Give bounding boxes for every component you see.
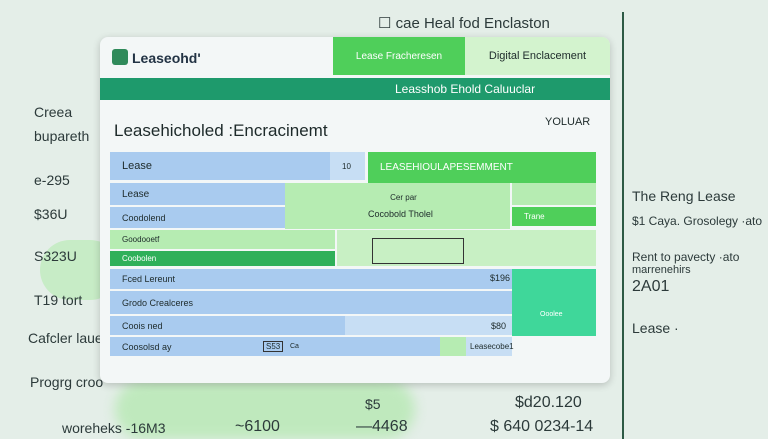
cell-text: Coobolen	[122, 254, 157, 263]
cell-text: Ca	[290, 343, 299, 350]
top-title: ☐ cae Heal fod Enclaston	[378, 15, 550, 32]
item: Creea	[34, 104, 73, 120]
cell: Coodolend	[110, 207, 285, 228]
cell-text: Cocobold Tholel	[368, 209, 433, 219]
blob	[115, 380, 415, 439]
cell: $80	[345, 316, 512, 335]
cell	[512, 183, 596, 205]
cell: LEASEHIOULAPESEMMENT	[368, 152, 596, 183]
item: woreheks -16M3	[62, 420, 166, 436]
cell-text: $80	[490, 320, 506, 331]
heading-right: YOLUAR	[545, 116, 591, 128]
item: $d20.120	[515, 394, 582, 411]
item: $1 Caya. Grosolegy ·ato	[632, 214, 763, 228]
cell-text: S53	[263, 341, 284, 352]
item: S323U	[34, 248, 77, 264]
item: ~6100	[235, 418, 280, 435]
banner-text: Leasshob Ehold Caluuclar	[395, 82, 536, 96]
item: $ 640 0234-14	[490, 418, 594, 435]
cell: Goodooetf	[110, 230, 335, 249]
item: Rent to pavecty ·ato	[632, 250, 740, 264]
slider	[372, 238, 464, 264]
cell-text: $196	[490, 273, 511, 283]
logo-icon	[112, 49, 128, 65]
cell-text: Lease	[122, 188, 150, 200]
item: $36U	[34, 206, 68, 222]
cell: Lease	[110, 152, 330, 180]
cell: 10	[330, 152, 365, 180]
cell-text: Coois ned	[122, 320, 163, 331]
cell: Lease	[110, 183, 285, 205]
item: Cafcler laue	[28, 330, 103, 346]
cell: Coosolsd ay	[110, 337, 440, 356]
cell-text: Fced Lereunt	[122, 274, 176, 284]
cell-text: Coodolend	[122, 212, 166, 223]
cell: Grodo Crealceres	[110, 291, 512, 314]
cell: Coois ned	[110, 316, 345, 335]
item: T19 tort	[34, 292, 83, 308]
cell-text: Trane	[524, 212, 545, 221]
cell-text: Ooolee	[540, 311, 563, 318]
cell	[440, 337, 466, 356]
item: marrenehirs	[632, 264, 691, 276]
tab-label[interactable]: Digital Enclacement	[488, 50, 587, 62]
logo: Leaseohd'	[132, 50, 201, 66]
item: Lease ·	[632, 320, 679, 336]
item: —4468	[356, 418, 408, 435]
cell: Trane	[512, 207, 596, 226]
item: Progrg croo	[30, 374, 104, 390]
cell-text: Cer par	[390, 193, 417, 202]
text: cae Heal fod Enclaston	[395, 15, 550, 32]
cell	[337, 230, 596, 266]
cell-text: Coosolsd ay	[122, 341, 172, 352]
cell-text: Leasecobe1	[470, 342, 514, 351]
item: e-295	[34, 172, 70, 188]
cell: Fced Lereunt	[110, 269, 512, 289]
tab[interactable]: Lease Fracheresen	[333, 37, 465, 75]
item: $5	[365, 396, 381, 412]
cell: Leasecobe1	[466, 337, 514, 356]
cell-text: Grodo Crealceres	[122, 297, 194, 308]
cell-text: Lease	[122, 160, 152, 172]
item: bupareth	[34, 128, 90, 144]
card: Leaseohd' Lease Fracheresen Digital Encl…	[100, 37, 610, 383]
cell-text: Goodooetf	[122, 235, 160, 244]
tab[interactable]: Digital Enclacement	[465, 37, 610, 75]
divider	[622, 12, 624, 439]
item: The Reng Lease	[632, 188, 736, 204]
cell-text: LEASEHIOULAPESEMMENT	[380, 162, 513, 173]
tab-label[interactable]: Lease Fracheresen	[355, 50, 443, 62]
item: 2A01	[632, 278, 670, 295]
banner: Leasshob Ehold Caluuclar	[100, 78, 610, 100]
cell: Cer par	[285, 183, 510, 229]
cell: Coobolen	[110, 251, 335, 266]
heading: Leasehicholed :Encracinemt	[114, 121, 328, 140]
cell	[512, 269, 596, 336]
cell-text: 10	[342, 161, 351, 171]
